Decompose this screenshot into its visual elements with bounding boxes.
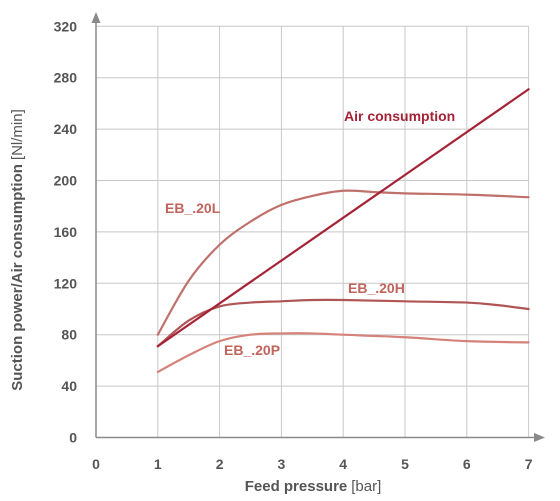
y-tick-label-240: 240 (54, 121, 78, 137)
y-axis-title-unit: [Nl/min] (9, 109, 26, 160)
series-line-eb-20p (156, 332, 530, 374)
y-tick-label-0: 0 (69, 430, 77, 446)
x-tick-label-3: 3 (278, 456, 286, 472)
series-labels: EB_.20L EB_.20H EB_.20P Air consumption (165, 108, 455, 358)
x-axis-title-unit: [bar] (351, 478, 381, 495)
x-tick-label-4: 4 (339, 456, 347, 472)
series-label-air-consumption: Air consumption (344, 108, 455, 124)
x-axis-arrow-icon (534, 433, 545, 442)
series-line-air-consumption (156, 88, 530, 348)
x-tick-label-2: 2 (216, 456, 224, 472)
y-axis-title-main: Suction power/Air consumption (9, 164, 26, 391)
x-axis-title-main: Feed pressure (245, 478, 348, 495)
x-tick-label-1: 1 (154, 456, 162, 472)
series-label-eb-20l: EB_.20L (165, 200, 221, 216)
y-tick-label-80: 80 (61, 327, 77, 343)
x-tick-label-0: 0 (92, 456, 100, 472)
tick-labels: 0 1 2 3 4 5 6 7 0 40 80 120 160 200 240 280 320 (54, 18, 533, 472)
y-axis-arrow-icon (91, 12, 101, 23)
series-lines (156, 88, 530, 374)
y-axis-title: Suction power/Air consumption [Nl/min] (9, 109, 26, 391)
series-line-eb-20l (156, 189, 530, 336)
axes (91, 12, 545, 442)
x-axis-title: Feed pressure [bar] (245, 478, 382, 495)
y-tick-label-200: 200 (54, 173, 78, 189)
series-label-eb-20p: EB_.20P (224, 342, 280, 358)
x-tick-label-5: 5 (401, 456, 409, 472)
y-tick-label-160: 160 (54, 224, 78, 240)
grid (96, 25, 530, 438)
x-tick-label-7: 7 (525, 456, 533, 472)
series-label-eb-20h: EB_.20H (348, 280, 405, 296)
y-tick-label-280: 280 (54, 70, 78, 86)
y-tick-label-120: 120 (54, 275, 78, 291)
y-tick-label-40: 40 (61, 378, 77, 394)
x-tick-label-6: 6 (463, 456, 471, 472)
y-tick-label-320: 320 (54, 18, 78, 34)
